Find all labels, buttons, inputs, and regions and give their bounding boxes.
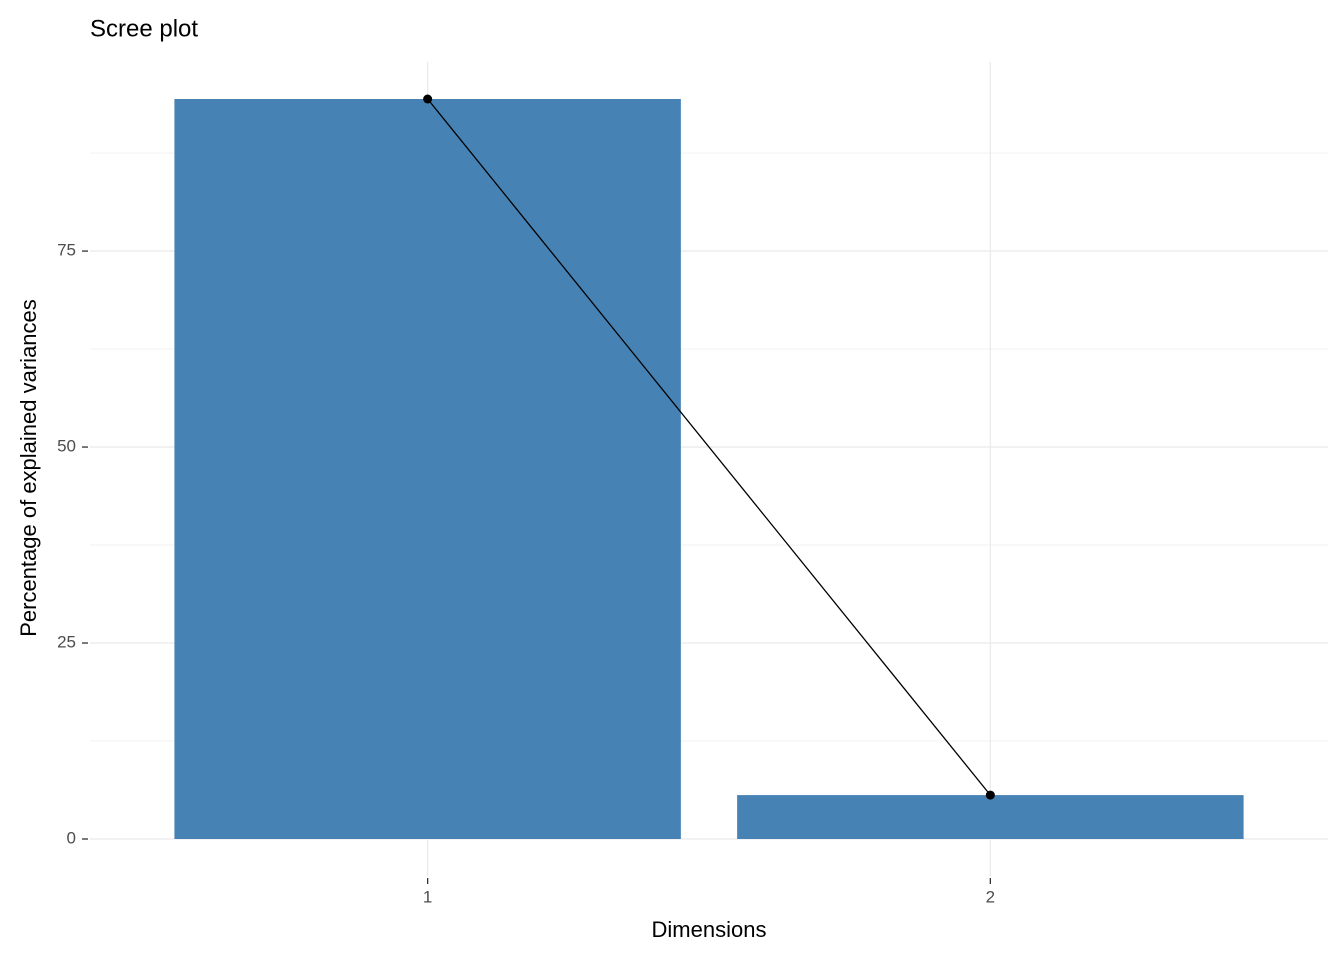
bar: [737, 795, 1244, 839]
y-axis-title: Percentage of explained variances: [16, 299, 41, 637]
y-tick-label: 50: [57, 437, 76, 456]
point: [985, 790, 995, 800]
y-tick-label: 0: [67, 828, 76, 847]
y-tick-label: 25: [57, 633, 76, 652]
point: [423, 94, 433, 104]
bar: [174, 99, 681, 839]
x-axis-title: Dimensions: [652, 917, 767, 942]
x-tick-label: 2: [986, 887, 995, 906]
y-tick-label: 75: [57, 241, 76, 260]
x-tick-label: 1: [423, 887, 432, 906]
line: [427, 98, 991, 796]
chart-title: Scree plot: [90, 15, 198, 42]
